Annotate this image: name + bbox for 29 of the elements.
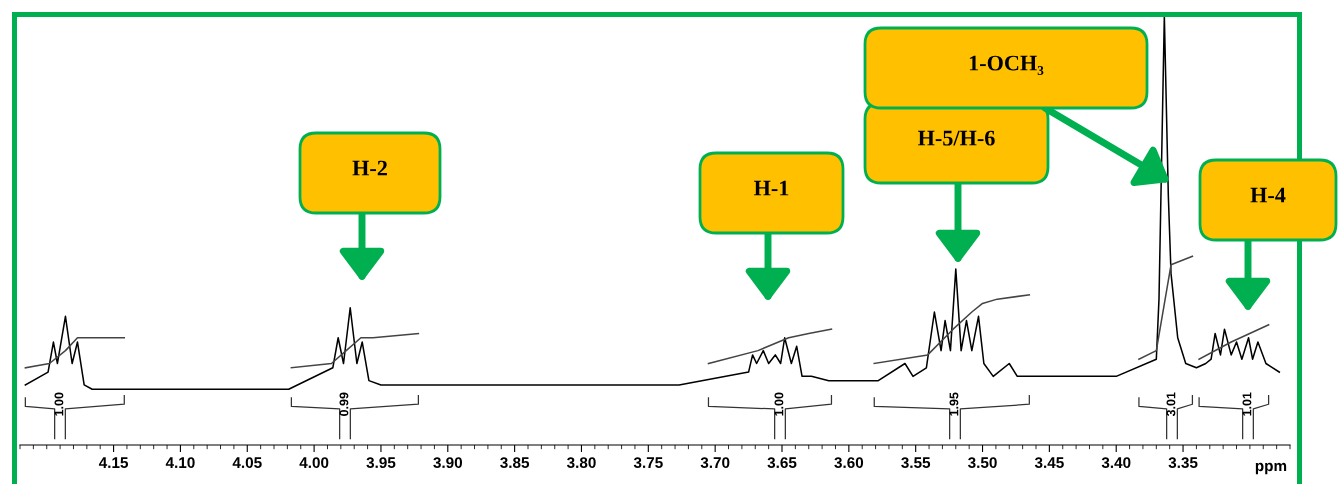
x-tick-label: 3.70 [700, 457, 730, 469]
x-tick-label: 4.05 [232, 457, 262, 469]
x-tick-label: 4.10 [165, 457, 195, 469]
annotation: 0.99 [339, 392, 349, 416]
x-tick-label: 3.75 [633, 457, 663, 469]
annotation: H-1 [753, 180, 789, 196]
x-tick-label: 4.15 [98, 457, 129, 469]
x-tick-label: 3.45 [1034, 457, 1064, 469]
x-tick-label: 3.85 [500, 457, 530, 469]
x-tick-label: 3.95 [366, 457, 396, 469]
x-tick-label: 3.60 [834, 457, 864, 469]
annotation: 1.01 [1242, 392, 1252, 416]
x-tick-label: 3.50 [968, 457, 997, 469]
x-tick-label: 3.40 [1101, 457, 1131, 469]
x-tick-label: 3.90 [433, 457, 463, 469]
annotation: H-5/H-6 [918, 130, 995, 146]
x-tick-label: 3.55 [901, 457, 931, 469]
annotation: H-2 [352, 160, 387, 176]
x-tick-label: 3.80 [566, 457, 596, 469]
annotation: 3.01 [1166, 392, 1176, 417]
x-tick-label: 3.35 [1168, 457, 1198, 469]
annotation: 1-OCH₃ [969, 55, 1044, 75]
annotation: H-4 [1250, 187, 1286, 203]
annotation: 1.95 [949, 392, 959, 416]
x-axis-title: ppm [1255, 462, 1287, 475]
x-tick-label: 4.00 [299, 457, 329, 469]
x-tick-label: 3.65 [767, 457, 797, 469]
annotation: 1.00 [774, 392, 784, 416]
annotation: 1.00 [54, 392, 64, 416]
